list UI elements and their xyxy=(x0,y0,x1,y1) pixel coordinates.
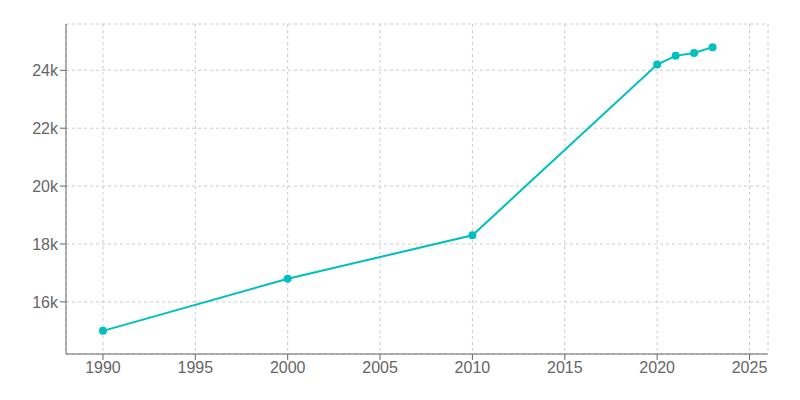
svg-text:16k: 16k xyxy=(32,294,59,311)
svg-text:18k: 18k xyxy=(32,236,59,253)
svg-text:2000: 2000 xyxy=(270,359,306,376)
svg-text:2015: 2015 xyxy=(547,359,583,376)
svg-text:2005: 2005 xyxy=(362,359,398,376)
svg-text:24k: 24k xyxy=(32,62,59,79)
svg-text:1995: 1995 xyxy=(178,359,214,376)
svg-text:2025: 2025 xyxy=(732,359,768,376)
svg-text:22k: 22k xyxy=(32,120,59,137)
svg-text:20k: 20k xyxy=(32,178,59,195)
svg-text:1990: 1990 xyxy=(85,359,121,376)
svg-text:2020: 2020 xyxy=(639,359,675,376)
svg-text:2010: 2010 xyxy=(455,359,491,376)
